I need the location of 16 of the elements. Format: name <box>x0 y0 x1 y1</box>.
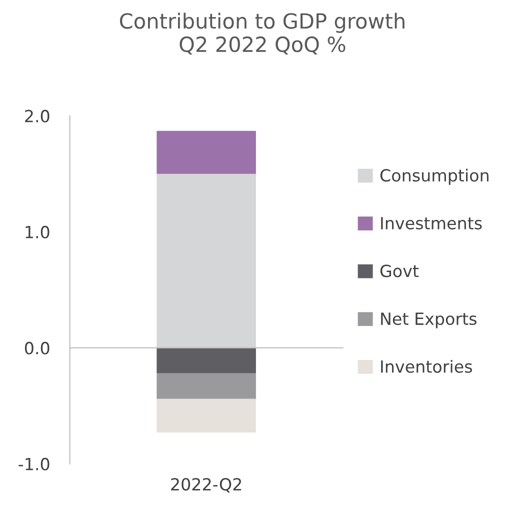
legend-label: Govt <box>380 264 419 278</box>
bar <box>156 130 256 174</box>
y-tick-label: -1.0 <box>18 458 50 470</box>
legend-label: Consumption <box>380 168 488 185</box>
y-tick-label: 1.0 <box>26 226 50 238</box>
bar <box>156 373 256 399</box>
y-tick-label: 0.0 <box>24 342 50 354</box>
legend-label: Inventories <box>381 360 472 373</box>
bar <box>156 174 256 348</box>
legend-label: Investments <box>381 217 482 230</box>
bar <box>156 398 256 432</box>
x-tick-label: 2022-Q2 <box>171 478 242 493</box>
legend-label: Net Exports <box>381 312 476 328</box>
chart-title: Contribution to GDP growth Q2 2022 QoQ % <box>120 12 404 55</box>
bar <box>156 348 256 374</box>
y-tick-label: 2.0 <box>25 110 50 122</box>
